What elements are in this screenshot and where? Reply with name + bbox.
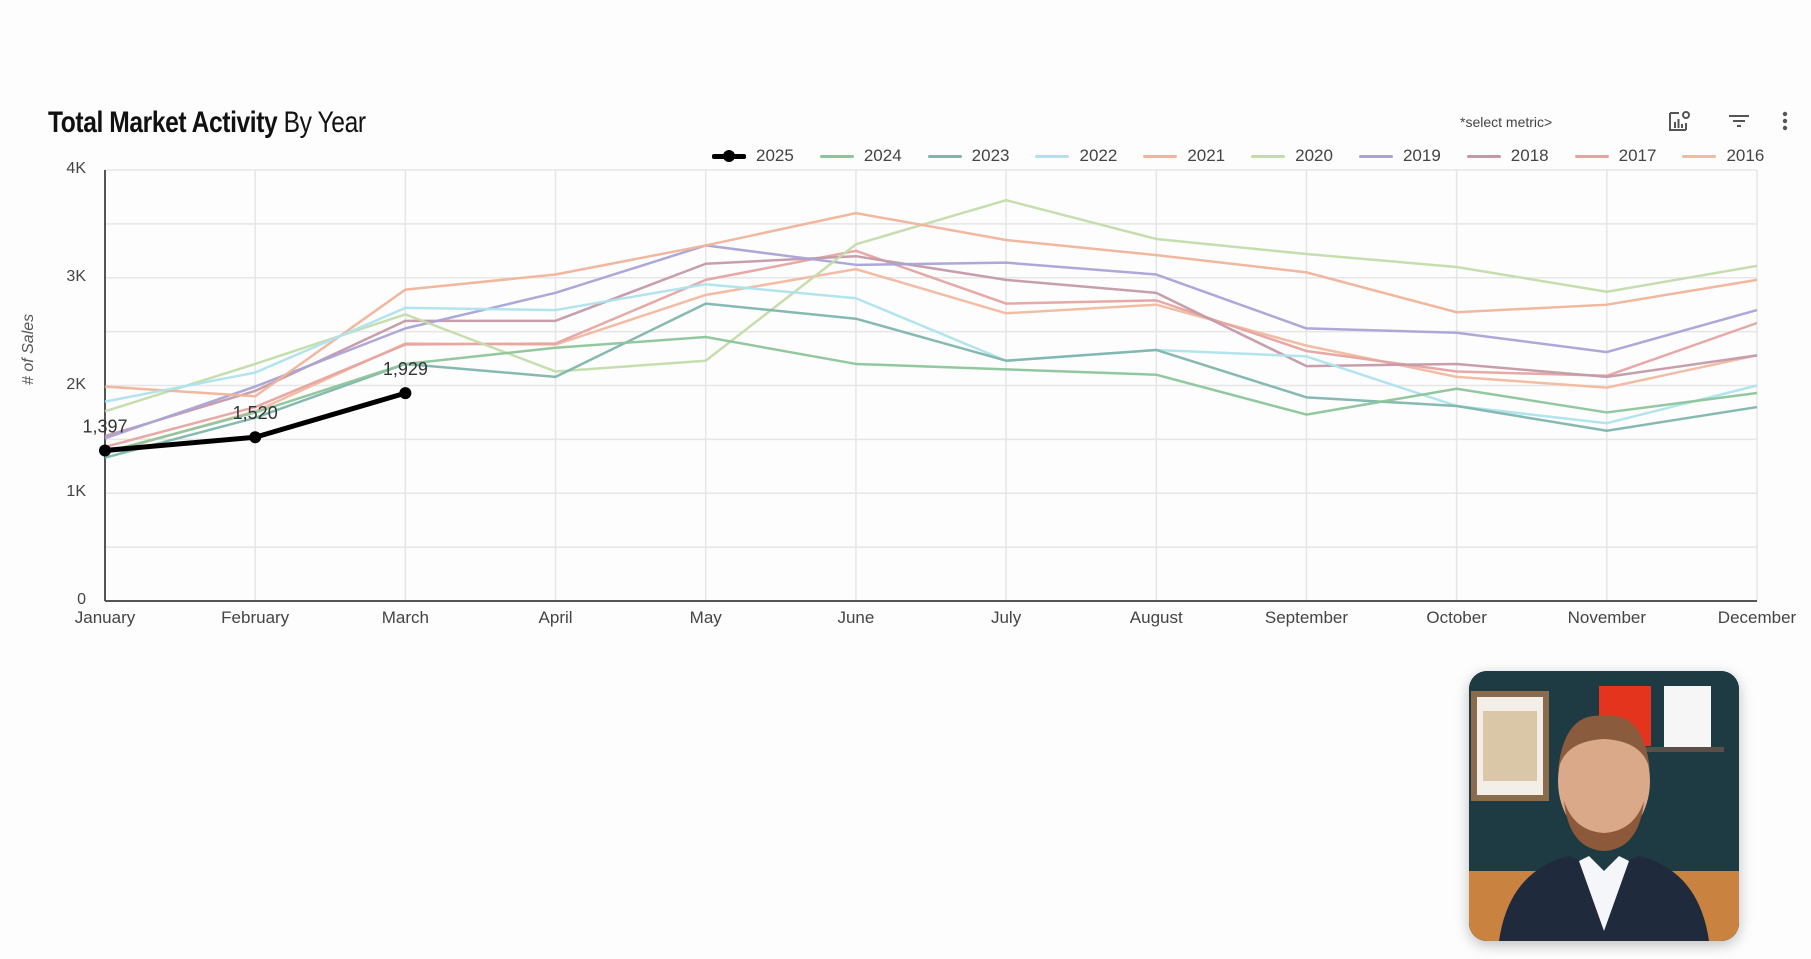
legend-label: 2021 (1187, 146, 1226, 165)
series-line-2017[interactable] (104, 249, 1758, 449)
x-tick-label: June (837, 608, 875, 627)
legend-swatch-icon (1035, 154, 1070, 158)
line-chart-plot: 1,397 1,520 1,929 (82, 169, 1758, 602)
presenter-video[interactable] (1469, 671, 1739, 941)
legend-swatch-icon (1682, 154, 1717, 158)
legend-swatch-icon (1143, 154, 1178, 158)
x-tick-label: July (990, 608, 1022, 627)
y-tick-label: 1K (66, 483, 86, 501)
legend-item-2018[interactable]: 2018 (1466, 146, 1549, 166)
legend-swatch-icon (1574, 154, 1609, 158)
legend-swatch-icon (819, 154, 854, 158)
legend-label: 2023 (971, 146, 1010, 165)
legend-label: 2019 (1402, 146, 1441, 165)
x-tick-label: August (1129, 608, 1183, 627)
legend-label: 2020 (1295, 146, 1333, 165)
data-point-2025[interactable] (249, 431, 262, 444)
select-metric-dropdown[interactable]: *select metric> (1460, 114, 1553, 130)
x-tick-label: November (1567, 608, 1647, 627)
legend-label: 2022 (1079, 146, 1118, 165)
legend-label: 2025 (756, 146, 794, 165)
legend-swatch-icon (1251, 154, 1286, 158)
x-tick-label: October (1426, 608, 1487, 627)
x-tick-label: May (689, 608, 722, 627)
series-line-2019[interactable] (104, 244, 1758, 440)
filter-icon[interactable] (1726, 108, 1752, 134)
y-tick-label: 2K (66, 375, 86, 393)
legend-item-2023[interactable]: 2023 (927, 146, 1010, 166)
data-label: 1,929 (383, 359, 428, 379)
x-tick-label: September (1264, 608, 1349, 627)
y-tick-label: 0 (77, 591, 86, 608)
chart-title: Total Market Activity By Year (48, 106, 366, 140)
legend-label: 2016 (1726, 146, 1765, 165)
x-tick-label: February (221, 608, 290, 627)
x-tick-label: December (1717, 608, 1797, 627)
series-line-2020[interactable] (104, 198, 1758, 413)
legend-item-2025[interactable]: 2025 (712, 146, 794, 166)
series-line-2016[interactable] (104, 267, 1758, 455)
series-line-2024[interactable] (104, 335, 1758, 454)
data-point-2025[interactable] (99, 444, 111, 457)
x-tick-label: March (381, 608, 429, 627)
series-line-2022[interactable] (104, 282, 1758, 425)
legend-swatch-icon (927, 154, 962, 158)
data-label: 1,397 (82, 416, 127, 436)
legend-label: 2018 (1510, 146, 1549, 165)
data-point-2025[interactable] (399, 387, 412, 400)
legend-swatch-icon (712, 149, 746, 162)
more-vert-icon[interactable] (1772, 108, 1798, 134)
series-line-2021[interactable] (104, 211, 1758, 398)
legend-item-2017[interactable]: 2017 (1574, 146, 1657, 166)
series-line-2018[interactable] (104, 254, 1758, 438)
legend-item-2021[interactable]: 2021 (1143, 146, 1225, 166)
legend-item-2022[interactable]: 2022 (1035, 146, 1117, 166)
legend-swatch-icon (1466, 154, 1501, 158)
chart-title-light: By Year (283, 106, 366, 139)
legend-item-2024[interactable]: 2024 (819, 146, 902, 166)
chart-legend: 2025 2024 2023 2022 2021 2020 2019 2018 2017 2016 (712, 146, 1790, 166)
legend-item-2020[interactable]: 2020 (1251, 146, 1333, 166)
chart-title-bold: Total Market Activity (48, 106, 278, 139)
legend-item-2016[interactable]: 2016 (1682, 146, 1764, 166)
x-tick-label: January (74, 608, 136, 627)
data-label: 1,520 (233, 403, 278, 423)
y-tick-label: 3K (66, 267, 86, 285)
legend-swatch-icon (1358, 154, 1393, 158)
chart-settings-icon[interactable] (1666, 108, 1692, 134)
legend-item-2019[interactable]: 2019 (1358, 146, 1441, 166)
x-tick-label: April (538, 608, 573, 627)
y-tick-label: 4K (66, 160, 86, 177)
legend-label: 2024 (863, 146, 902, 165)
legend-label: 2017 (1618, 146, 1657, 165)
presenter-video-thumbnail (1469, 671, 1739, 941)
